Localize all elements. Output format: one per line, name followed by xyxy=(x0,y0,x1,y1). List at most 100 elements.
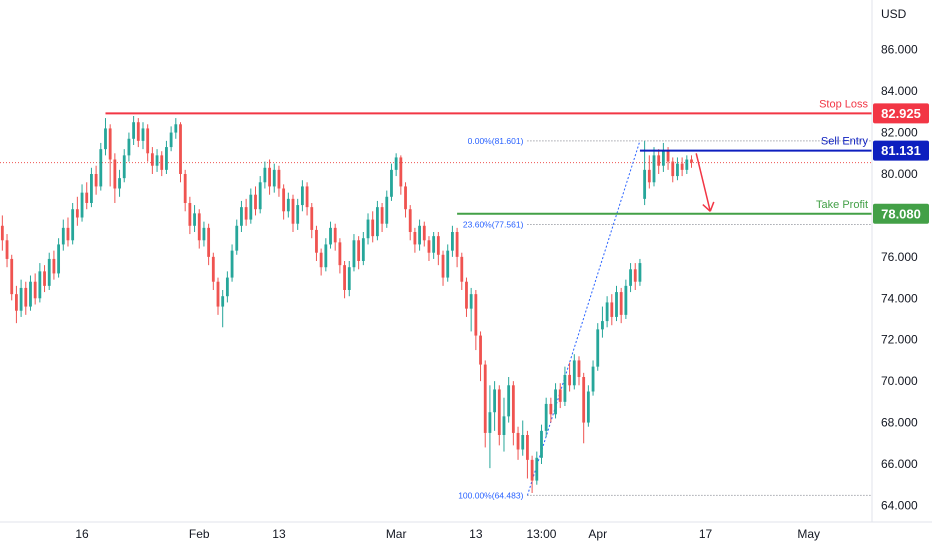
x-tick-label: 16 xyxy=(75,527,89,541)
candle xyxy=(427,236,431,261)
x-tick-label: 13 xyxy=(272,527,286,541)
candle xyxy=(619,287,623,324)
candle xyxy=(380,203,384,232)
candle xyxy=(118,169,121,197)
candle-body xyxy=(324,244,328,268)
candle-body xyxy=(385,196,389,224)
time-axis[interactable]: 16 Feb 13 Mar 13 13:00 Apr 17 May xyxy=(0,521,932,541)
candle-body xyxy=(690,159,693,163)
candle-body xyxy=(150,153,154,166)
candle xyxy=(211,252,215,290)
candle-body xyxy=(319,252,323,268)
candle-body xyxy=(183,174,187,203)
candle-body xyxy=(465,281,468,309)
candle xyxy=(75,196,79,226)
candle xyxy=(432,232,436,259)
candle xyxy=(586,385,590,427)
candle xyxy=(333,223,337,251)
candle xyxy=(10,254,14,301)
candle-body xyxy=(469,294,473,309)
candle-body xyxy=(502,416,506,435)
candle-body xyxy=(24,287,28,307)
candle xyxy=(47,252,51,290)
candle xyxy=(610,294,614,326)
candle xyxy=(558,383,562,409)
candle xyxy=(244,198,248,226)
candle xyxy=(633,263,637,290)
candle xyxy=(657,149,661,174)
candle-body xyxy=(488,412,492,433)
candle xyxy=(300,180,304,212)
candle xyxy=(390,163,393,201)
candle-body xyxy=(108,128,112,160)
candle xyxy=(460,252,464,290)
candle xyxy=(572,354,576,390)
candle xyxy=(615,285,618,322)
fib-level-label: 100.00%(64.483) xyxy=(458,490,523,500)
y-tick-label: 72.000 xyxy=(881,333,918,347)
candle xyxy=(216,277,220,315)
candle-body xyxy=(80,192,84,218)
trade-levels: Stop Loss Sell Entry Take Profit xyxy=(105,98,872,215)
candle xyxy=(361,232,365,266)
candle xyxy=(563,366,567,406)
candle-body xyxy=(652,155,656,183)
candle xyxy=(291,194,295,232)
candle-body xyxy=(165,147,168,170)
candle xyxy=(685,155,689,174)
candle-body xyxy=(113,159,117,189)
candle-body xyxy=(371,219,375,237)
price-axis[interactable]: USD 86.00084.00082.00080.00078.00076.000… xyxy=(871,0,929,522)
candle xyxy=(183,169,187,212)
candle xyxy=(272,163,276,193)
candle-body xyxy=(99,149,103,187)
candle xyxy=(601,306,604,338)
candle-body xyxy=(610,302,614,317)
candle-body xyxy=(633,269,637,282)
candle-body xyxy=(193,213,196,226)
candle xyxy=(329,221,332,249)
candle-body xyxy=(141,128,145,141)
candle-body xyxy=(375,207,379,237)
candle xyxy=(577,356,581,386)
candle xyxy=(535,451,539,485)
x-ticks: 16 Feb 13 Mar 13 13:00 Apr 17 May xyxy=(75,527,820,541)
candle xyxy=(310,203,314,239)
candle xyxy=(371,211,375,243)
candle-body xyxy=(404,186,407,210)
candle-body xyxy=(122,155,126,179)
y-tick-label: 76.000 xyxy=(881,250,918,264)
candle-body xyxy=(15,294,18,311)
y-tick-label: 74.000 xyxy=(881,291,918,305)
candle xyxy=(90,167,93,208)
candle xyxy=(596,323,600,371)
x-tick-label: Mar xyxy=(386,527,407,541)
candle xyxy=(263,161,267,189)
candle-body xyxy=(516,432,520,450)
candle-body xyxy=(586,391,590,423)
level-name: Stop Loss xyxy=(819,98,868,110)
candle xyxy=(493,381,497,431)
arrow-head xyxy=(709,201,715,212)
candle xyxy=(647,155,651,189)
candle-body xyxy=(563,374,567,402)
candle xyxy=(104,118,107,156)
candle xyxy=(671,157,675,183)
candle xyxy=(19,279,23,317)
candle-body xyxy=(235,225,239,251)
candle xyxy=(661,142,665,172)
candle-body xyxy=(408,209,412,232)
candle-body xyxy=(174,124,178,133)
candle xyxy=(544,397,548,438)
candle-body xyxy=(207,227,211,257)
candle-body xyxy=(315,229,318,253)
candle-body xyxy=(572,360,576,386)
candle-body xyxy=(624,285,628,315)
candle xyxy=(155,149,159,172)
candle xyxy=(451,225,454,257)
candle xyxy=(38,263,42,303)
candle xyxy=(286,192,290,218)
candle xyxy=(530,455,534,493)
x-tick-label: 13:00 xyxy=(526,527,556,541)
